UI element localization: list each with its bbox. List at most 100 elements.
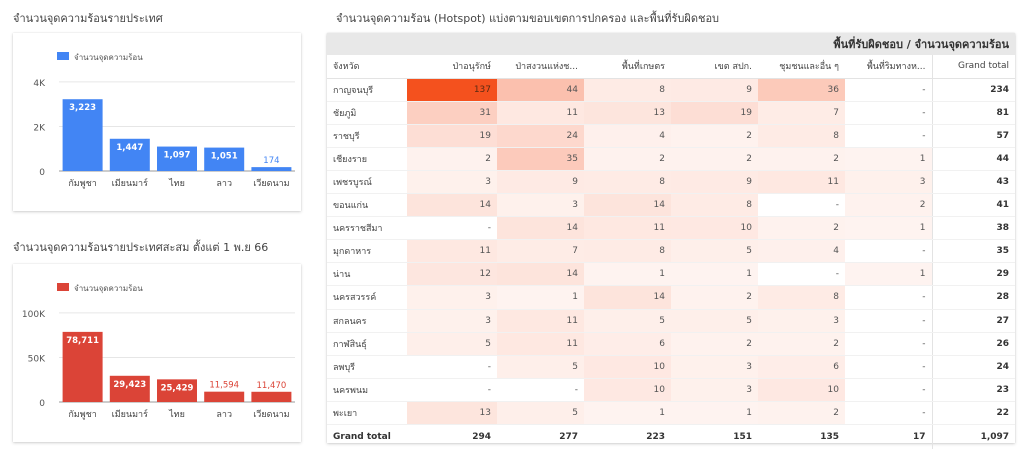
row-total-cell: 234 [931,78,1016,102]
table-row-header[interactable]: จังหวัด [327,55,407,79]
row-total-cell: 43 [931,170,1016,195]
heat-cell: 19 [671,101,758,125]
bar [157,379,197,402]
y-tick-label: 4K [33,79,46,89]
heat-cell: 8 [758,285,845,310]
country-chart-title: จำนวนจุดความร้อนรายประเทศ [13,12,163,25]
heat-cell: 2 [758,332,845,356]
heat-cell: 1 [845,262,932,287]
heat-cell: 9 [671,78,758,102]
x-tick-label: เมียนมาร์ [112,177,148,189]
province-cell: นครสวรรค์ [327,285,407,310]
table-row: ราชบุรี 19 24 4 2 8-57 [327,124,1016,148]
heat-cell: 1 [671,401,758,426]
bar-value-label: 11,470 [257,381,287,391]
heat-cell: 10 [758,378,845,402]
table-column-header[interactable]: เขต สปก. [671,55,758,79]
row-total-cell: 27 [931,309,1016,333]
x-tick-label: ไทย [168,178,185,189]
heat-cell: 7 [758,101,845,125]
heat-cell: 4 [584,124,671,148]
bar-value-label: 1,051 [211,152,238,162]
table-row: พะเยา 13 5 1 1 2-22 [327,401,1016,426]
province-cell: พะเยา [327,401,407,426]
heat-cell: 3 [671,355,758,379]
x-tick-label: เวียดนาม [253,409,289,420]
heat-cell: 11 [758,170,845,195]
heat-cell: 5 [671,239,758,264]
province-cell: น่าน [327,262,407,287]
heat-cell: 14 [497,216,584,241]
table-row: กาฬสินธุ์ 5 11 6 2 2-26 [327,332,1016,356]
y-tick-label: 100K [22,310,46,320]
country-cumulative-bar-chart-card: จำนวนจุดความร้อน 0 50K 100K 78,711 กัมพูชา 29,… [13,264,301,442]
table-column-header[interactable]: พื้นที่เกษตร [584,55,671,79]
column-total-cell: 151 [671,424,758,449]
province-cell: มุกดาหาร [327,239,407,264]
heat-cell: 1 [671,262,758,287]
column-total-cell: 277 [497,424,584,449]
heat-cell: 7 [497,239,584,264]
heat-cell: - [497,378,584,402]
table-column-header[interactable]: ชุมชนและอื่น ๆ [758,55,845,79]
table-column-header[interactable]: ป่าสงวนแห่งช... [497,55,584,79]
row-total-cell: 38 [931,216,1016,241]
province-cell: นครพนม [327,378,407,402]
heat-cell: 11 [584,216,671,241]
bar [251,167,292,171]
row-total-cell: 29 [931,262,1016,287]
table-row: ขอนแก่น 14 3 14 8-2 41 [327,193,1016,218]
column-total-cell: 1,097 [931,424,1016,449]
table-row: น่าน 12 14 1 1-1 29 [327,262,1016,287]
heat-cell: 2 [845,193,932,218]
grand-total-label: Grand total [327,424,407,449]
heat-cell: 11 [497,309,584,333]
province-cell: ราชบุรี [327,124,407,148]
heat-cell: - [845,124,932,148]
table-group-header: พื้นที่รับผิดชอบ / จำนวนจุดความร้อน [327,33,1016,55]
heat-cell: 1 [845,216,932,241]
heat-cell: 2 [407,147,497,171]
heat-cell: 2 [758,147,845,171]
table-row: ลพบุรี -5 10 3 6-24 [327,355,1016,379]
heat-cell: 11 [497,332,584,356]
heat-cell: 137 [407,78,497,102]
heat-cell: 36 [758,78,845,102]
bar-value-label: 1,097 [164,151,191,161]
table-column-header[interactable]: ป่าอนุรักษ์ [407,55,497,79]
heat-cell: 1 [584,401,671,426]
province-cell: กาฬสินธุ์ [327,332,407,356]
heat-cell: - [845,378,932,402]
heat-cell: - [845,78,932,102]
heat-cell: 10 [584,355,671,379]
heat-cell: 1 [497,285,584,310]
heat-cell: 14 [584,193,671,218]
x-tick-label: กัมพูชา [68,179,96,189]
column-total-cell: 223 [584,424,671,449]
heat-cell: 11 [407,239,497,264]
table-column-header[interactable]: พื้นที่ริมทางห... [845,55,932,79]
heat-cell: 3 [845,170,932,195]
heat-cell: 8 [584,170,671,195]
bar [109,375,150,402]
country-cumulative-chart-title: จำนวนจุดความร้อนรายประเทศสะสม ตั้งแต่ 1 … [13,241,269,254]
table-column-header[interactable]: Grand total [931,55,1016,79]
y-tick-label: 0 [39,168,45,178]
heat-cell: 10 [671,216,758,241]
bar-value-label: 3,223 [69,103,96,113]
legend-label: จำนวนจุดความร้อน [74,53,143,62]
heat-cell: 4 [758,239,845,264]
row-total-cell: 28 [931,285,1016,310]
heat-cell: - [407,355,497,379]
heat-cell: 2 [671,285,758,310]
row-total-cell: 57 [931,124,1016,148]
heat-cell: 3 [407,285,497,310]
heat-cell: - [845,285,932,310]
province-cell: ลพบุรี [327,355,407,379]
legend-label: จำนวนจุดความร้อน [74,284,143,293]
hotspot-table: พื้นที่รับผิดชอบ / จำนวนจุดความร้อน จังห… [327,33,1016,449]
bar [157,146,197,171]
table-row: มุกดาหาร 11 7 8 5 4-35 [327,239,1016,264]
heat-cell: 11 [497,101,584,125]
heat-cell: 14 [584,285,671,310]
